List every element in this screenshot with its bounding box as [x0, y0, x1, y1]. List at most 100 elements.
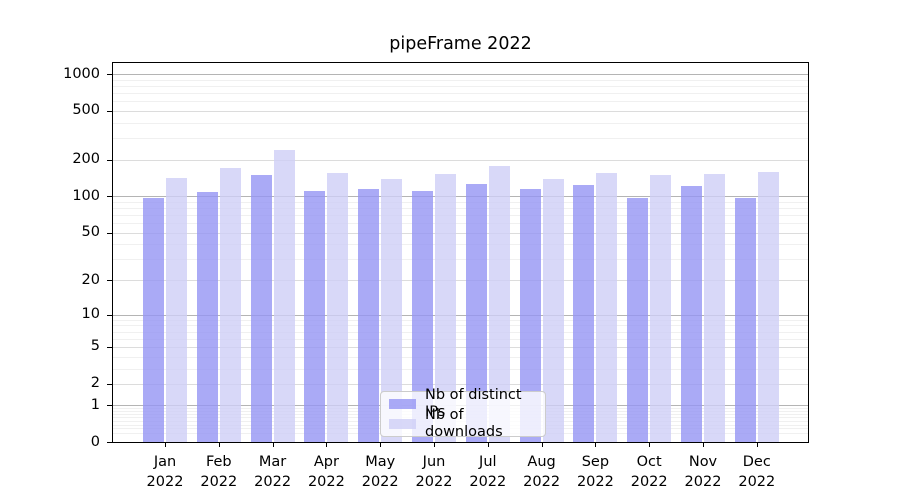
y-tick-label: 100 [72, 187, 100, 204]
y-tick [107, 314, 112, 316]
gridline [113, 101, 808, 103]
gridline [113, 110, 808, 112]
y-tick [107, 232, 112, 234]
bar-ip-jul [465, 183, 487, 442]
legend-swatch-downloads [389, 418, 416, 430]
x-tick-label-jul: Jul 2022 [469, 454, 507, 490]
y-tick [107, 110, 112, 112]
gridline [113, 319, 808, 321]
x-tick [272, 443, 274, 447]
bar-ip-apr [304, 191, 326, 442]
y-tick [107, 196, 112, 198]
y-tick-label: 0 [90, 433, 100, 450]
gridline [113, 223, 808, 225]
y-tick [107, 383, 112, 385]
bar-dl-apr [327, 173, 349, 442]
bar-dl-jul [488, 165, 510, 442]
x-tick [487, 443, 489, 447]
gridline [113, 93, 808, 94]
x-tick [326, 443, 328, 447]
gridline [113, 314, 808, 316]
legend-row-distinct-ips: Nb of distinct IPs [381, 387, 545, 420]
gridline [113, 79, 808, 81]
gridline [113, 244, 808, 246]
y-tick-label: 1000 [63, 65, 100, 82]
bar-ip-aug [519, 189, 541, 442]
x-tick-label-jan: Jan 2022 [146, 454, 184, 490]
legend-label-distinct-ips: Nb of distinct IPs [425, 387, 522, 420]
plot-area [112, 62, 809, 443]
x-tick-label-apr: Apr 2022 [307, 454, 345, 490]
gridline [113, 232, 808, 234]
y-tick-label: 50 [81, 224, 100, 241]
y-tick-label: 1 [90, 396, 100, 413]
x-tick [165, 443, 166, 447]
x-tick [649, 443, 651, 447]
y-tick-label: 10 [81, 306, 100, 322]
y-tick-label: 500 [72, 102, 100, 119]
x-tick-label-dec: Dec 2022 [738, 454, 776, 490]
bar-ip-sep [573, 185, 595, 442]
bar-dl-oct [650, 175, 672, 442]
gridline [113, 331, 808, 333]
bar-ip-mar [250, 174, 272, 442]
legend-swatch-distinct-ips [389, 398, 416, 410]
y-tick [107, 405, 112, 407]
bar-dl-aug [542, 178, 564, 442]
y-tick [107, 280, 112, 282]
bar-ip-nov [681, 186, 702, 442]
bar-ip-may [358, 188, 380, 442]
y-tick [107, 74, 112, 75]
bar-dl-mar [273, 150, 295, 442]
gridline [113, 259, 808, 261]
gridline [113, 74, 808, 75]
bar-ip-feb [196, 191, 218, 442]
y-tick-label: 2 [90, 375, 100, 392]
bar-ip-jun [412, 190, 433, 442]
gridline [113, 368, 808, 370]
bar-dl-jan [166, 178, 187, 442]
x-tick-label-sep: Sep 2022 [576, 454, 614, 490]
bar-dl-jun [435, 173, 456, 442]
x-tick [703, 443, 704, 447]
gridline [113, 208, 808, 210]
gridline [113, 85, 808, 87]
gridline [113, 138, 808, 140]
y-tick [107, 159, 112, 161]
gridline [113, 325, 808, 327]
y-tick [107, 346, 112, 348]
gridline [113, 280, 808, 282]
gridline [113, 196, 808, 198]
bar-dl-may [381, 178, 403, 442]
gridline [113, 346, 808, 348]
x-tick-label-nov: Nov 2022 [684, 454, 722, 490]
legend: Nb of distinct IPs Nb of downloads [380, 387, 546, 440]
y-tick-label: 200 [72, 151, 100, 168]
chart-title: pipeFrame 2022 [389, 34, 532, 54]
x-tick-label-jun: Jun 2022 [415, 454, 453, 490]
bar-dl-feb [219, 168, 241, 442]
gridline [113, 122, 808, 124]
gridline [113, 215, 808, 217]
bar-ip-dec [734, 197, 756, 442]
y-tick-label: 20 [81, 271, 100, 288]
bar-dl-dec [757, 171, 779, 442]
gridline [113, 201, 808, 203]
legend-row-downloads: Nb of downloads [381, 407, 545, 440]
bar-dl-sep [596, 173, 618, 442]
x-tick-label-oct: Oct 2022 [630, 454, 668, 490]
bar-ip-oct [627, 197, 649, 442]
y-tick [107, 442, 112, 444]
x-tick [218, 443, 220, 447]
x-tick [380, 443, 382, 447]
x-tick-label-may: May 2022 [361, 454, 399, 490]
x-tick-label-feb: Feb 2022 [200, 454, 238, 490]
x-tick [756, 443, 758, 447]
x-tick-label-aug: Aug 2022 [523, 454, 561, 490]
x-tick [541, 443, 543, 447]
x-tick-label-mar: Mar 2022 [254, 454, 292, 490]
gridline [113, 356, 808, 358]
gridline [113, 383, 808, 385]
x-tick [595, 443, 597, 447]
